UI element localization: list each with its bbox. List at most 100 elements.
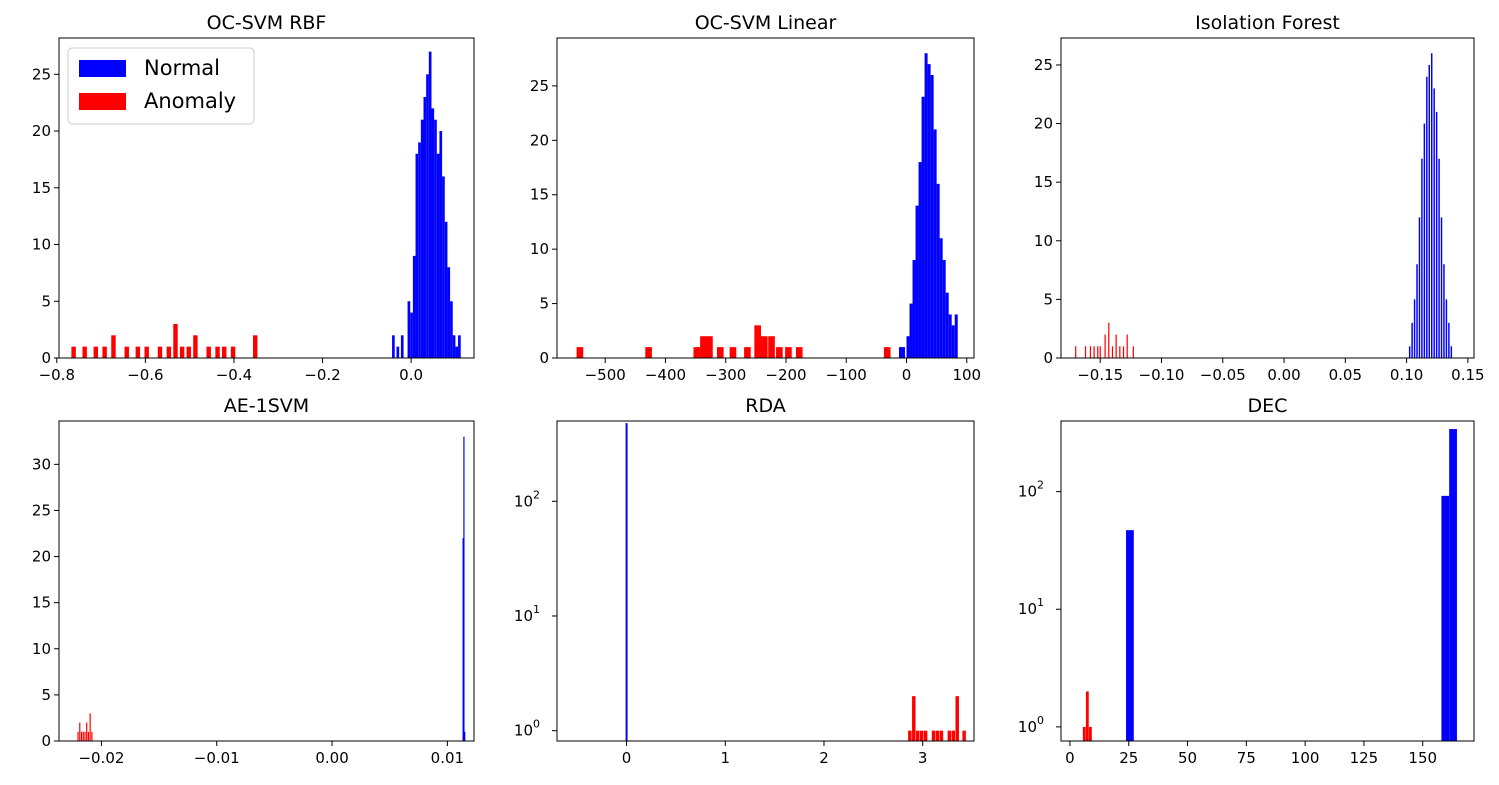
subplot-0: OC-SVM RBF −0.8 −0.6 −0.4 −0.2 0.0 0 5 10 15 20 25 N… [32,12,475,384]
series-normal [1126,429,1457,741]
bar [82,346,87,358]
subplot-title: OC-SVM RBF [207,12,327,34]
y-tick-exponent: 1 [533,603,540,616]
bar [933,129,937,358]
legend-label: Anomaly [144,89,236,113]
y-tick-label: 25 [530,77,549,95]
bar [1430,53,1433,358]
x-tick-label: 150 [1408,749,1437,767]
bar [1126,334,1128,358]
bar [452,335,456,358]
bar [706,336,713,358]
x-tick-label: 2 [819,749,829,767]
y-tick-exponent: 0 [533,718,540,731]
x-tick-label: −0.10 [1139,366,1185,384]
bar [1089,346,1092,358]
x-tick-label: 100 [952,366,981,384]
bar [760,336,768,358]
bar [906,336,910,358]
bar [252,335,258,358]
bar [396,346,400,358]
x-tick-label: −0.02 [78,749,124,767]
bar [795,347,803,358]
bar [221,346,227,358]
bar [1088,726,1092,741]
bar [458,335,461,358]
bar [1099,346,1101,358]
subplot-title: OC-SVM Linear [695,12,837,34]
axes-frame [1060,420,1475,742]
bar [179,346,185,358]
bar [918,162,922,358]
bar [420,119,424,359]
y-tick-label: 5 [41,292,51,310]
bar [716,347,724,358]
subplot-1: OC-SVM Linear −500 −400 −300 −200 −100 0 100 0 5 1… [530,12,981,384]
bar [111,335,116,358]
bar [1428,64,1431,358]
bar [939,238,943,358]
bar [930,75,934,358]
x-tick-label: 3 [918,749,928,767]
y-tick-label: 10 [530,240,549,258]
bar [901,347,906,358]
series-anomaly [1075,322,1134,358]
subplot-title: RDA [745,395,786,417]
y-tick-label: 101 [514,603,540,625]
bar [463,436,465,741]
bar [144,346,149,358]
y-tick-label: 5 [539,295,549,313]
bar [945,292,949,358]
bar [962,730,966,741]
bar [80,731,83,741]
bar [455,346,459,358]
bar [434,119,437,359]
legend-swatch [79,60,126,77]
bar [1418,217,1421,358]
series-anomaly [908,696,966,741]
bar [912,696,916,741]
bar [431,108,435,358]
subplot-3: AE-1SVM −0.02 −0.01 0.00 0.01 0 5 10 15 20 25 30 [32,395,475,767]
bar [883,347,891,358]
y-tick-label: 10 [1034,232,1053,250]
bar [898,347,902,358]
y-tick-label: 25 [32,65,51,83]
bar [444,221,448,358]
bar [1122,346,1125,358]
x-tick-label: 25 [1119,749,1138,767]
bar [1093,346,1095,358]
series-anomaly [77,713,93,741]
bar [1413,299,1416,358]
y-tick-exponent: 2 [1037,479,1044,492]
bar [173,323,178,358]
bar [91,731,93,741]
bar [954,314,958,358]
bar [1084,346,1087,358]
x-tick-label: 50 [1178,749,1197,767]
x-tick-label: 0.10 [1390,366,1423,384]
bar [923,730,928,741]
y-tick-label: 25 [1034,56,1053,74]
x-tick-label: 0.05 [1329,366,1362,384]
bar [909,303,913,358]
x-tick-label: 0.00 [315,749,348,767]
bar [1097,346,1099,358]
x-tick-label: −0.15 [1077,366,1123,384]
bar [754,325,761,358]
bar [415,153,419,358]
bar [1441,495,1450,741]
bar [951,730,956,741]
series-anomaly [576,325,891,358]
bar [1411,322,1413,358]
series-normal [1408,53,1453,359]
bar [939,730,944,741]
bar [436,153,440,358]
series-normal [392,51,461,359]
y-tick-label: 0 [539,349,549,367]
y-tick-exponent: 0 [1037,714,1044,727]
series-anomaly [1082,691,1092,741]
bar [77,731,79,741]
